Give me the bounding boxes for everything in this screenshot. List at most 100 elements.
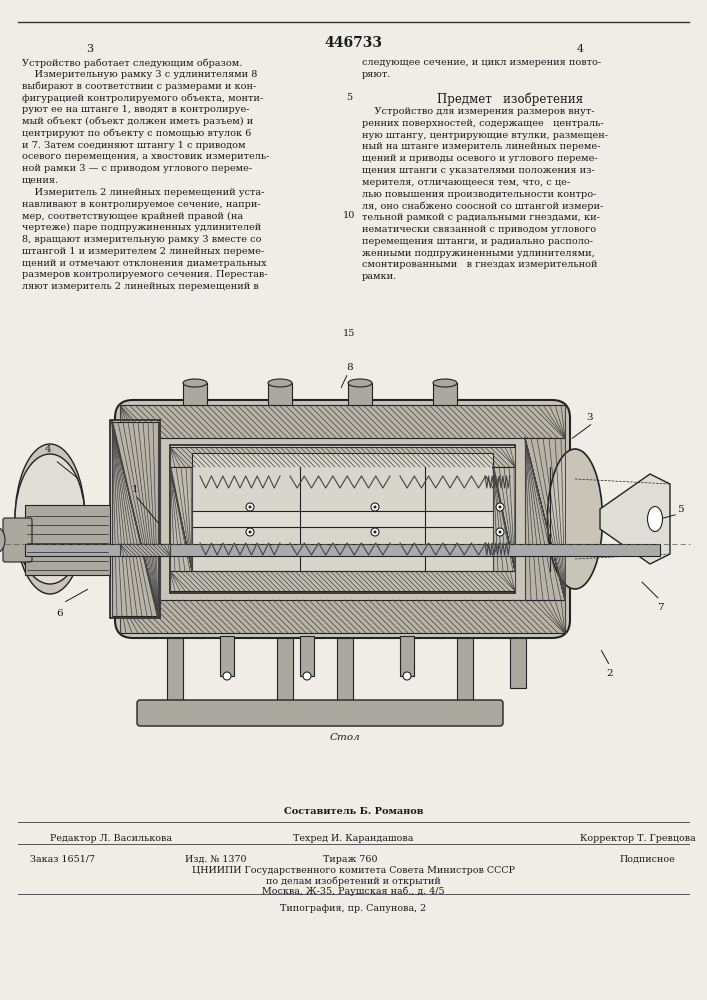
Text: Редактор Л. Василькова: Редактор Л. Василькова [50, 834, 172, 843]
Text: руют ее на штанге 1, вводят в контролируе-: руют ее на штанге 1, вводят в контролиру… [22, 105, 250, 114]
Bar [457, 638, 473, 703]
Text: Корректор Т. Гревцова: Корректор Т. Гревцова [580, 834, 696, 843]
Text: 20: 20 [343, 447, 355, 456]
Circle shape [498, 506, 501, 508]
Bar [525, 438, 565, 600]
Bar [170, 467, 192, 571]
Bar [400, 636, 414, 676]
Text: рамки.: рамки. [362, 272, 397, 281]
Bar [120, 544, 170, 556]
Text: Подписное: Подписное [620, 855, 676, 864]
Ellipse shape [15, 444, 85, 594]
Text: ля, оно снабжено соосной со штангой измери-: ля, оно снабжено соосной со штангой изме… [362, 201, 603, 211]
Text: щений и отмечают отклонения диаметральных: щений и отмечают отклонения диаметральны… [22, 259, 267, 268]
Text: щения штанги с указателями положения из-: щения штанги с указателями положения из- [362, 166, 595, 175]
Ellipse shape [547, 449, 602, 589]
FancyBboxPatch shape [159, 701, 191, 715]
Text: 5: 5 [346, 93, 352, 102]
Bar [167, 638, 183, 703]
Ellipse shape [15, 454, 85, 584]
Bar [120, 600, 565, 633]
Text: Москва, Ж-35, Раушская наб., д. 4/5: Москва, Ж-35, Раушская наб., д. 4/5 [262, 886, 445, 896]
Text: по делам изобретений и открытий: по делам изобретений и открытий [266, 876, 441, 886]
Bar [183, 383, 207, 405]
Text: 2: 2 [607, 668, 613, 678]
Text: мер, соответствующее крайней правой (на: мер, соответствующее крайней правой (на [22, 211, 243, 221]
FancyBboxPatch shape [137, 700, 503, 726]
Bar [110, 420, 160, 618]
Text: Устройство для измерения размеров внут-: Устройство для измерения размеров внут- [362, 107, 595, 116]
Bar [268, 383, 292, 405]
Text: лью повышения производительности контро-: лью повышения производительности контро- [362, 190, 597, 199]
Circle shape [246, 503, 254, 511]
Circle shape [371, 528, 379, 536]
Text: Предмет   изобретения: Предмет изобретения [437, 92, 583, 105]
Text: смонтированными   в гнездах измерительной: смонтированными в гнездах измерительной [362, 260, 597, 269]
Text: женными подпружиненными удлинителями,: женными подпружиненными удлинителями, [362, 249, 595, 258]
Text: чертеже) паре подпружиненных удлинителей: чертеже) паре подпружиненных удлинителей [22, 223, 262, 232]
Circle shape [246, 528, 254, 536]
Circle shape [373, 506, 377, 508]
Bar [25, 544, 660, 556]
Polygon shape [600, 474, 670, 564]
Text: 3: 3 [86, 44, 93, 54]
Text: 446733: 446733 [325, 36, 382, 50]
Circle shape [498, 530, 501, 534]
Text: Устройство работает следующим образом.: Устройство работает следующим образом. [22, 58, 243, 68]
Ellipse shape [268, 379, 292, 387]
Ellipse shape [183, 379, 207, 387]
Bar [170, 447, 515, 467]
Bar [337, 638, 353, 703]
Text: ляют измеритель 2 линейных перемещений в: ляют измеритель 2 линейных перемещений в [22, 282, 259, 291]
Circle shape [496, 528, 504, 536]
Bar [112, 422, 158, 616]
Text: щения.: щения. [22, 176, 59, 185]
Text: ренних поверхностей, содержащее   централь-: ренних поверхностей, содержащее централь… [362, 119, 604, 128]
Bar [433, 383, 457, 405]
Text: ный на штанге измеритель линейных переме-: ный на штанге измеритель линейных переме… [362, 142, 600, 151]
Text: Стол: Стол [329, 733, 361, 742]
Bar [300, 636, 314, 676]
Ellipse shape [433, 379, 457, 387]
Text: 3: 3 [587, 412, 593, 422]
Text: штангой 1 и измерителем 2 линейных переме-: штангой 1 и измерителем 2 линейных перем… [22, 247, 264, 256]
Bar [170, 571, 515, 591]
Text: 4: 4 [45, 446, 52, 454]
FancyBboxPatch shape [269, 701, 301, 715]
Circle shape [303, 672, 311, 680]
Bar [192, 453, 493, 511]
Circle shape [496, 503, 504, 511]
Text: 10: 10 [343, 211, 355, 220]
Ellipse shape [0, 528, 5, 552]
Circle shape [223, 672, 231, 680]
Text: размеров контролируемого сечения. Перестав-: размеров контролируемого сечения. Перест… [22, 270, 267, 279]
Circle shape [371, 503, 379, 511]
Text: навливают в контролируемое сечение, напри-: навливают в контролируемое сечение, напр… [22, 200, 261, 209]
Bar [120, 405, 565, 438]
Text: 6: 6 [57, 608, 64, 617]
Text: осевого перемещения, а хвостовик измеритель-: осевого перемещения, а хвостовик измерит… [22, 152, 269, 161]
Text: ЦНИИПИ Государственного комитета Совета Министров СССР: ЦНИИПИ Государственного комитета Совета … [192, 866, 515, 875]
FancyBboxPatch shape [3, 518, 32, 562]
Bar [220, 636, 234, 676]
Circle shape [248, 530, 252, 534]
Text: нематически связанной с приводом углового: нематически связанной с приводом угловог… [362, 225, 596, 234]
Text: мый объект (объект должен иметь разъем) и: мый объект (объект должен иметь разъем) … [22, 117, 253, 126]
Text: ную штангу, центрирующие втулки, размещен-: ную штангу, центрирующие втулки, размеще… [362, 131, 608, 140]
Text: 4: 4 [576, 44, 583, 54]
Text: Техред И. Карандашова: Техред И. Карандашова [293, 834, 414, 843]
Text: 7: 7 [657, 603, 663, 612]
Ellipse shape [648, 506, 662, 532]
Text: 8: 8 [346, 363, 354, 372]
Circle shape [373, 530, 377, 534]
Text: выбирают в соответствии с размерами и кон-: выбирают в соответствии с размерами и ко… [22, 82, 256, 91]
Text: ной рамки 3 — с приводом углового переме-: ной рамки 3 — с приводом углового переме… [22, 164, 252, 173]
FancyBboxPatch shape [115, 400, 570, 638]
Bar [348, 383, 372, 405]
Text: 1: 1 [132, 486, 139, 494]
FancyBboxPatch shape [329, 701, 361, 715]
Text: 15: 15 [343, 329, 355, 338]
Text: Заказ 1651/7: Заказ 1651/7 [30, 855, 95, 864]
Bar [170, 445, 515, 593]
Circle shape [248, 506, 252, 508]
